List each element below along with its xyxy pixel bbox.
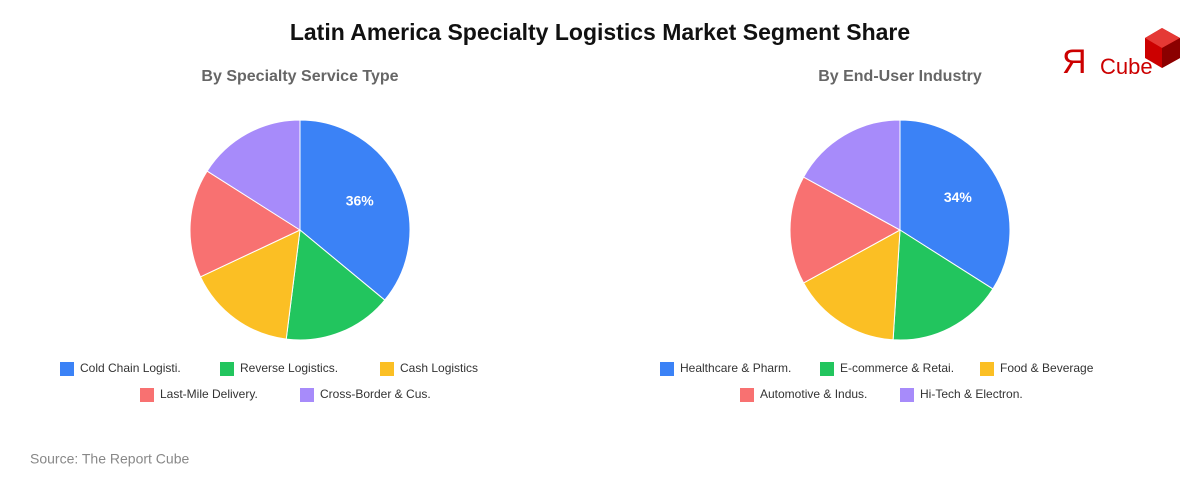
legend-swatch (900, 388, 914, 402)
slice (789, 176, 902, 284)
legend-swatch (380, 362, 394, 376)
chart-title: By End-User Industry (818, 68, 982, 85)
logo: Я Cube (1062, 28, 1180, 81)
page-title: Latin America Specialty Logistics Market… (290, 19, 910, 45)
slice (199, 229, 301, 340)
logo-mark: Я (1062, 43, 1087, 81)
legend-label: Last-Mile Delivery. (160, 387, 258, 401)
legend-swatch (660, 362, 674, 376)
legend-label: Cross-Border & Cus. (320, 387, 431, 401)
legend-label: Cold Chain Logisti. (80, 361, 181, 375)
logo-cube-top (1145, 28, 1180, 48)
legend-label: Automotive & Indus. (760, 387, 867, 401)
logo-cube-side (1162, 38, 1180, 68)
slice (899, 119, 1011, 290)
slice (892, 229, 994, 341)
slice (299, 119, 411, 301)
legend-swatch (220, 362, 234, 376)
legend-label: Food & Beverage (1000, 361, 1094, 375)
legend-label: Reverse Logistics. (240, 361, 338, 375)
chart-title: By Specialty Service Type (201, 68, 398, 85)
source: Source: The Report Cube (30, 451, 189, 467)
legend-swatch (740, 388, 754, 402)
slice (206, 119, 301, 231)
logo-text: Cube (1100, 54, 1153, 79)
legend-swatch (60, 362, 74, 376)
legend-label: Healthcare & Pharm. (680, 361, 791, 375)
slice (802, 229, 901, 341)
legend-label: E-commerce & Retai. (840, 361, 954, 375)
legend-label: Hi-Tech & Electron. (920, 387, 1023, 401)
legend-swatch (980, 362, 994, 376)
slice (189, 170, 302, 278)
value-label: 36% (346, 193, 375, 209)
slice (802, 119, 901, 231)
value-label: 34% (944, 189, 973, 205)
legend-swatch (300, 388, 314, 402)
legend-label: Cash Logistics (400, 361, 478, 375)
legend-swatch (140, 388, 154, 402)
legend-swatch (820, 362, 834, 376)
slice (285, 229, 386, 341)
